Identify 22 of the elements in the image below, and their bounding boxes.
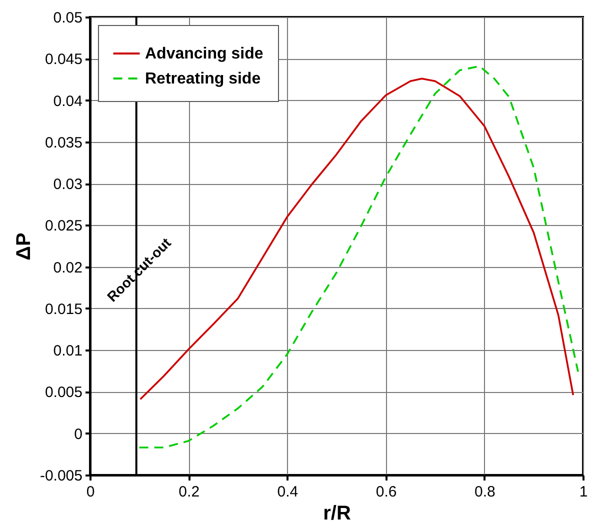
y-tick-label: 0 (74, 426, 82, 443)
y-tick-label: 0.045 (44, 51, 82, 68)
x-tick-label: 0.8 (474, 484, 496, 500)
y-tick-label: 0.01 (53, 342, 82, 360)
legend-label: Retreating side (145, 70, 261, 88)
y-tick-label: 0.04 (53, 92, 82, 110)
y-tick-label: 0.02 (53, 259, 82, 276)
y-tick-label: 0.03 (53, 176, 82, 194)
y-tick-label: 0.015 (44, 300, 82, 318)
x-tick-label: 0.6 (376, 484, 397, 500)
y-tick-label: 0.05 (53, 10, 82, 26)
y-tick-label: 0.035 (44, 134, 82, 152)
x-tick-label: 0.4 (277, 484, 298, 500)
y-tick-label: 0.025 (44, 218, 82, 235)
x-tick-label: 1 (579, 484, 588, 500)
y-tick-label: -0.005 (40, 468, 82, 484)
y-axis-title: ΔP (12, 232, 35, 260)
y-tick-label: 0.005 (44, 384, 82, 402)
x-tick-label: 0.2 (178, 484, 200, 500)
x-axis-title: r/R (323, 502, 352, 524)
x-tick-label: 0 (86, 484, 95, 500)
legend-label: Advancing side (145, 46, 264, 62)
